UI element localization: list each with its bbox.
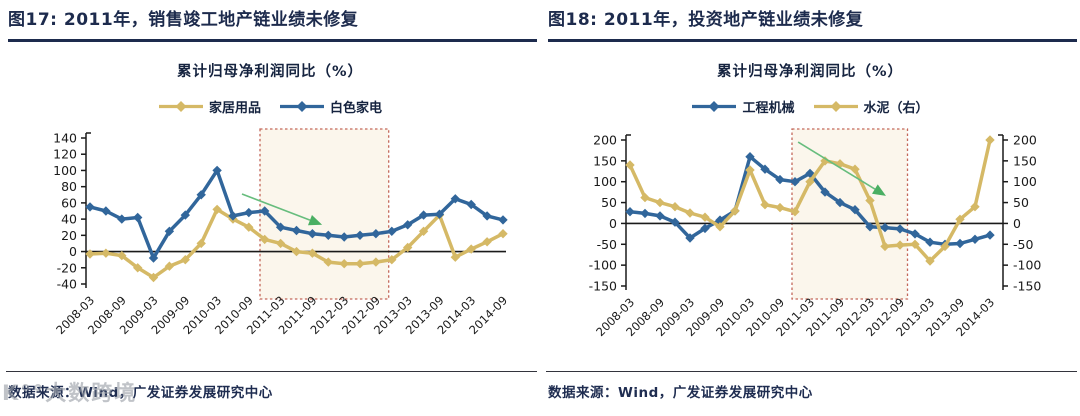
y-tick-label: 40 [61,212,77,227]
chart-18-line-chart: 200 150 100 50 0 -50 -100 -150 200 150 100 50 0 -50 -1… [589,128,1041,339]
legend-marker-icon [813,101,858,112]
legend-marker-icon [158,101,203,112]
figure-17-panel: 图17: 2011年，销售竣工地产链业绩未修复 累计归母净利润同比（%） 家居用… [6,5,537,401]
y-tick-label: 150 [593,153,617,168]
y-tick-label-right: 0 [1013,216,1021,231]
legend-item-1: 白色家电 [279,97,382,116]
trend-arrow-head-icon [307,214,323,226]
y-tick-label: -50 [597,237,617,252]
series-markers-1 [85,165,508,263]
y-tick-label: -40 [57,277,77,292]
y-tick-label-right: 150 [1013,153,1037,168]
legend-label: 水泥（右） [863,101,929,116]
source-note: 数据来源：Wind，广发证券发展研究中心 [8,385,273,401]
y-tick-label: -150 [589,279,617,294]
legend-label: 家居用品 [208,101,261,116]
y-tick-label: 50 [601,195,617,210]
legend-item-0: 家居用品 [158,97,261,116]
figure-18-title: 图18: 2011年，投资地产链业绩未修复 [548,5,1077,42]
source-note: 数据来源：Wind，广发证券发展研究中心 [548,385,813,401]
footer-divider [6,371,537,372]
legend-marker-icon [692,101,737,112]
y-tick-label-right: -50 [1013,237,1033,252]
y-tick-label: -100 [589,258,617,273]
y-tick-label: 0 [609,216,617,231]
trend-arrow-head-icon [872,184,886,196]
highlight-region [259,128,390,300]
series-markers-0 [625,152,995,249]
figure-17-title: 图17: 2011年，销售竣工地产链业绩未修复 [8,5,537,42]
y-tick-label-right: 200 [1013,133,1037,148]
y-tick-label-right: -150 [1013,279,1041,294]
footer-divider [546,371,1077,372]
chart-18-subtitle: 累计归母净利润同比（%） [716,64,904,80]
chart-18-legend: 工程机械 水泥（右） [570,96,1050,116]
y-tick-label: 0 [69,244,77,259]
y-tick-label-right: 50 [1013,195,1029,210]
y-tick-label-right: -100 [1013,258,1041,273]
highlight-region [791,128,909,300]
legend-label: 白色家电 [330,101,383,116]
y-tick-label: 100 [53,163,77,178]
trend-arrow-line [241,193,311,221]
legend-label: 工程机械 [742,101,795,116]
y-tick-label-right: 100 [1013,174,1037,189]
y-tick-label: 20 [61,228,77,243]
chart-17-subtitle: 累计归母净利润同比（%） [176,64,364,80]
chart-17-line-chart: 140120100806040200-20-402008-032008-0920… [53,128,510,337]
y-tick-label: 140 [53,131,77,146]
y-tick-label: -20 [57,260,77,275]
y-tick-label: 120 [53,147,77,162]
legend-item-0: 工程机械 [691,97,795,116]
legend-item-1: 水泥（右） [813,97,929,116]
y-tick-label: 80 [61,179,77,194]
legend-marker-icon [280,101,324,112]
chart-17-legend: 家居用品 白色家电 [30,96,510,116]
figure-18-panel: 图18: 2011年，投资地产链业绩未修复 累计归母净利润同比（%） 工程机械 水… [540,0,1080,416]
y-tick-label: 60 [61,195,77,210]
y-tick-label: 100 [593,174,617,189]
y-tick-label: 200 [593,133,617,148]
trend-arrow-line [797,141,876,190]
